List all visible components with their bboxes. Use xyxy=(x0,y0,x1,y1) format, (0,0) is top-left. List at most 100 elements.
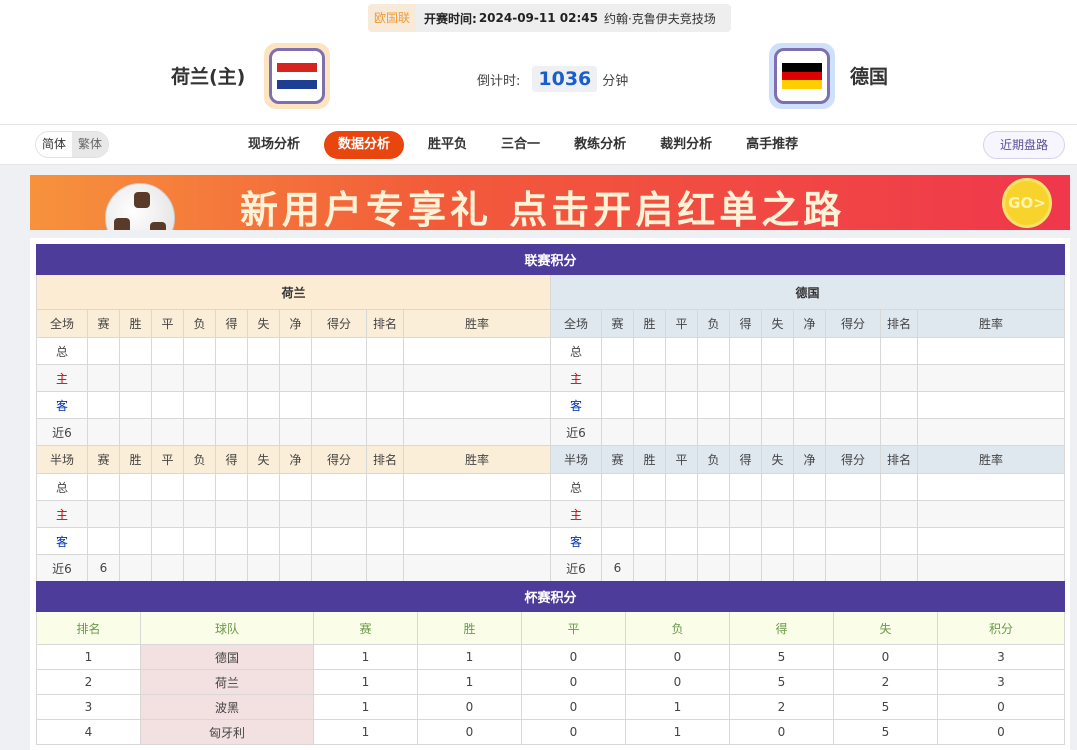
away-cell xyxy=(825,500,881,528)
row-label: 近6 xyxy=(36,418,88,446)
kickoff-label: 开赛时间: xyxy=(424,11,477,26)
team-name[interactable]: 德国 xyxy=(140,644,314,670)
away-team-name[interactable]: 德国 xyxy=(850,66,889,88)
column-header: 赛 xyxy=(601,445,634,474)
countdown-label: 倒计时: xyxy=(477,73,521,89)
home-cell xyxy=(119,418,152,446)
row-label: 主 xyxy=(36,500,88,528)
column-header: 平 xyxy=(151,309,184,338)
match-info-bar: 欧国联 开赛时间: 2024-09-11 02:45 约翰·克鲁伊夫竞技场 xyxy=(368,4,731,32)
promo-banner[interactable]: 新用户专享礼 点击开启红单之路 GO> xyxy=(30,175,1070,230)
home-cell xyxy=(151,337,184,365)
home-cell xyxy=(151,473,184,501)
cell: 1 xyxy=(625,719,730,745)
row-label: 客 xyxy=(550,527,602,555)
cell: 1 xyxy=(625,694,730,720)
tab-0[interactable]: 现场分析 xyxy=(248,137,301,152)
away-cell xyxy=(880,391,918,419)
away-cell xyxy=(916,418,1066,446)
away-cell xyxy=(825,554,881,582)
home-cell xyxy=(279,418,312,446)
league-title: 联赛积分 xyxy=(35,244,1066,275)
away-cell xyxy=(633,527,666,555)
cell: 0 xyxy=(521,644,626,670)
away-cell xyxy=(880,418,918,446)
away-cell xyxy=(601,473,634,501)
league-badge[interactable]: 欧国联 xyxy=(368,4,417,32)
lang-traditional[interactable]: 繁体 xyxy=(72,132,109,157)
away-cell xyxy=(697,500,730,528)
home-cell xyxy=(87,418,120,446)
away-cell xyxy=(761,473,794,501)
cell: 3 xyxy=(937,669,1065,695)
table-row: 4 匈牙利 1 0 0 1 0 5 0 xyxy=(36,719,1065,745)
home-cell xyxy=(311,364,367,392)
away-cell xyxy=(916,527,1066,555)
home-cell xyxy=(403,554,551,582)
home-cell xyxy=(87,337,120,365)
tab-4[interactable]: 教练分析 xyxy=(574,137,627,152)
away-cell xyxy=(761,527,794,555)
cell: 1 xyxy=(417,644,522,670)
cup-title: 杯赛积分 xyxy=(36,581,1065,612)
column-header: 净 xyxy=(279,445,312,474)
away-cell xyxy=(825,473,881,501)
home-cell xyxy=(247,418,280,446)
home-cell xyxy=(215,364,248,392)
table-row: 客客 xyxy=(36,527,1066,555)
cell: 0 xyxy=(417,694,522,720)
home-cell xyxy=(366,364,404,392)
team-name[interactable]: 匈牙利 xyxy=(140,719,314,745)
home-cell xyxy=(366,500,404,528)
home-cell: 6 xyxy=(87,554,120,582)
kickoff-time: 2024-09-11 02:45 xyxy=(478,11,598,25)
column-header: 得分 xyxy=(825,309,881,338)
home-cell xyxy=(151,554,184,582)
home-cell xyxy=(311,527,367,555)
away-cell xyxy=(601,337,634,365)
table-row: 近6 6 近6 6 xyxy=(36,554,1066,582)
home-cell xyxy=(403,500,551,528)
home-flag[interactable] xyxy=(264,43,330,109)
tab-1[interactable]: 数据分析 xyxy=(324,131,405,159)
home-cell xyxy=(247,527,280,555)
go-coin-icon[interactable]: GO> xyxy=(1002,178,1052,228)
tab-2[interactable]: 胜平负 xyxy=(428,137,468,152)
home-cell xyxy=(366,337,404,365)
recent-odds-button[interactable]: 近期盘路 xyxy=(983,131,1065,159)
home-cell xyxy=(311,418,367,446)
row-label: 总 xyxy=(550,473,602,501)
away-cell xyxy=(793,418,826,446)
column-header: 得分 xyxy=(311,445,367,474)
home-cell xyxy=(215,337,248,365)
home-cell xyxy=(366,391,404,419)
lang-simplified[interactable]: 简体 xyxy=(42,137,67,151)
column-header: 赛 xyxy=(87,309,120,338)
tab-3[interactable]: 三合一 xyxy=(501,137,541,152)
away-cell xyxy=(697,391,730,419)
tab-5[interactable]: 裁判分析 xyxy=(660,137,713,152)
tab-6[interactable]: 高手推荐 xyxy=(746,137,799,152)
away-cell xyxy=(916,554,1066,582)
column-header: 负 xyxy=(697,445,730,474)
team-name[interactable]: 荷兰 xyxy=(140,669,314,695)
column-header: 排名 xyxy=(36,611,141,645)
away-flag[interactable] xyxy=(769,43,835,109)
home-cell xyxy=(119,391,152,419)
home-cell xyxy=(311,554,367,582)
team-name[interactable]: 波黑 xyxy=(140,694,314,720)
column-header: 半场 xyxy=(36,445,88,474)
home-cell xyxy=(87,500,120,528)
cell: 2 xyxy=(36,669,141,695)
home-team-name[interactable]: 荷兰(主) xyxy=(171,66,246,88)
away-cell xyxy=(665,554,698,582)
column-header: 失 xyxy=(761,309,794,338)
away-cell xyxy=(880,500,918,528)
home-cell xyxy=(247,500,280,528)
away-cell xyxy=(729,364,762,392)
cell: 5 xyxy=(833,694,938,720)
home-cell xyxy=(215,391,248,419)
table-row: 2 荷兰 1 1 0 0 5 2 3 xyxy=(36,669,1065,695)
column-header: 得 xyxy=(729,445,762,474)
column-header: 净 xyxy=(793,309,826,338)
